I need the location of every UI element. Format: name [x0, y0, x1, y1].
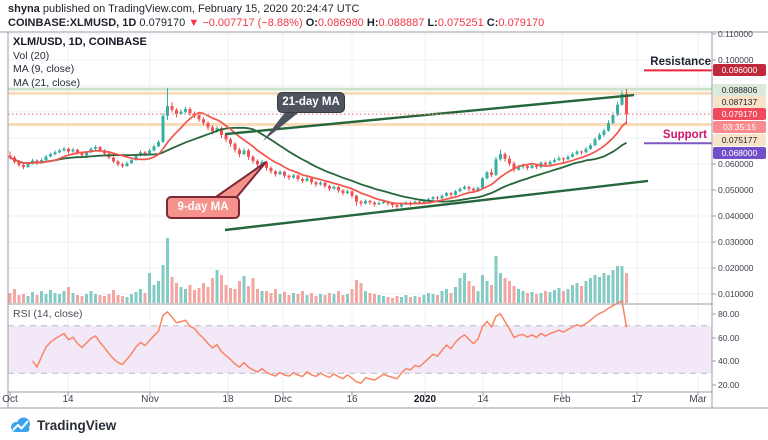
close-label: C:	[486, 16, 499, 29]
axis-tick-label: 20.00	[718, 380, 740, 390]
price-badge: 0.075177	[713, 134, 766, 146]
ma21-callout-tail	[263, 109, 303, 141]
price-change: −0.007717 (−8.88%)	[202, 16, 303, 29]
price-badge: 0.087137	[713, 96, 766, 108]
price-badge: 03:35:15	[713, 121, 766, 133]
ma9-callout-tail	[209, 161, 267, 201]
axis-tick-label: 0.110000	[718, 29, 753, 39]
legend-ma21[interactable]: MA (21, close)	[13, 76, 81, 89]
byline: shyna published on TradingView.com, Febr…	[8, 3, 359, 15]
time-tick-label: Feb	[553, 394, 571, 405]
last-price: 0.079170	[139, 16, 186, 29]
byline-user: shyna	[8, 3, 40, 15]
tradingview-logo[interactable]: TradingView	[10, 414, 116, 436]
axis-tick-label: 0.020000	[718, 263, 754, 273]
axis-tick-label: 0.060000	[718, 159, 754, 169]
axis-tick-label: 60.00	[718, 333, 740, 343]
resistance-label[interactable]: Resistance	[650, 56, 711, 68]
price-badge: 0.079170	[713, 108, 766, 120]
ma21-callout[interactable]: 21-day MA	[277, 92, 345, 113]
legend-ma9[interactable]: MA (9, close)	[13, 63, 75, 75]
legend-volume[interactable]: Vol (20)	[13, 49, 50, 62]
axis-tick-label: 0.050000	[718, 185, 754, 195]
time-tick-label: 17	[631, 394, 643, 405]
symbol-name: COINBASE:XLMUSD, 1D	[8, 16, 137, 29]
ma9-callout[interactable]: 9-day MA	[166, 196, 240, 219]
time-tick-label: 16	[346, 394, 358, 405]
byline-text: published on TradingView.com, February 1…	[39, 3, 360, 15]
axis-tick-label: 0.010000	[718, 289, 754, 299]
axis-tick-label: 0.100000	[718, 55, 754, 65]
down-arrow-icon: ▼	[188, 16, 200, 29]
ma21-line	[9, 126, 627, 203]
rsi-line	[31, 299, 628, 384]
low-value: 0.075251	[437, 16, 484, 29]
open-value: 0.086980	[317, 16, 364, 29]
time-tick-label: 14	[62, 394, 74, 405]
time-tick-label: 14	[477, 394, 489, 405]
tradingview-cloud-icon	[11, 417, 30, 432]
ma9-line	[9, 111, 628, 205]
price-badge: 0.088806	[713, 84, 766, 96]
high-value: 0.088887	[378, 16, 425, 29]
price-scale[interactable]: 0.110000 0.100000 0.060000 0.050000 0.040000…	[712, 29, 768, 408]
axis-tick-label: 80.00	[718, 309, 740, 319]
support-label[interactable]: Support	[662, 129, 707, 141]
chart-legend: XLM/USD, 1D, COINBASE Vol (20) MA (9, cl…	[13, 36, 147, 90]
trendline	[224, 179, 649, 232]
axis-tick-label: 0.040000	[718, 211, 754, 221]
price-badge: 0.096000	[713, 64, 766, 76]
axis-tick-label: 0.030000	[718, 237, 754, 247]
axis-tick-label: 40.00	[718, 356, 740, 366]
open-label: O:	[305, 16, 318, 29]
high-label: H:	[366, 16, 379, 29]
time-tick-label: Nov	[141, 394, 159, 405]
time-tick-label: Dec	[274, 394, 292, 405]
chart-canvas[interactable]	[0, 30, 768, 410]
time-tick-label: 18	[222, 394, 234, 405]
time-axis[interactable]: Oct 14 Nov 18 Dec 16 2020 14 Feb 17 Mar	[0, 392, 768, 408]
close-value: 0.079170	[498, 16, 545, 29]
tradingview-logo-text: TradingView	[37, 417, 117, 433]
time-tick-label: 2020	[413, 394, 437, 405]
time-tick-label: Oct	[2, 394, 18, 405]
time-tick-label: Mar	[689, 394, 707, 405]
rsi-legend[interactable]: RSI (14, close)	[13, 308, 83, 320]
volume-bars	[8, 238, 628, 303]
legend-symbol[interactable]: XLM/USD, 1D, COINBASE	[13, 36, 147, 48]
low-label: L:	[427, 16, 438, 29]
symbol-status-line: COINBASE:XLMUSD, 1D 0.079170 ▼ −0.007717…	[8, 17, 544, 29]
price-badge: 0.068000	[713, 147, 766, 159]
